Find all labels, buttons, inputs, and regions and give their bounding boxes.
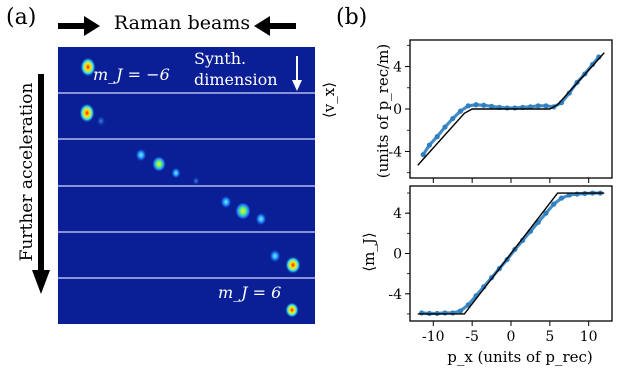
plot-2-data-point [457,308,464,314]
plot-1-data-point [566,90,572,96]
plot-2-ytick-label: 4 [393,206,402,222]
plot-1-data-point [442,124,448,130]
plot-1-data-point [543,103,549,109]
plot-2-data-point [558,195,565,201]
plot-1-theory-line [417,52,605,166]
acceleration-arrow [32,74,50,294]
plot-1-ytick-label: 0 [393,102,402,118]
plot-1-data-point [488,103,495,109]
raman-arrow-right [254,16,296,36]
plot-2-data-point [450,310,456,316]
plot-1-data-point [527,104,534,110]
plot-1-data-point [450,115,456,122]
plot-2-ytick-label: -4 [388,287,402,303]
plot-2-xtick-label: -5 [465,329,479,345]
plot-1-data-point [504,105,510,111]
plot-2-xtick-label: -10 [422,329,445,345]
x-axis-label: p_x (units of p_rec) [447,348,593,366]
plot-2-xtick-label: 0 [507,329,516,345]
plot-1-data-point [512,105,518,111]
synth-dimension-label-line2: dimension [194,70,278,89]
panel-a-label: (a) [6,5,37,30]
plot-1-data-point [465,103,471,109]
panel-a-figure [32,16,315,324]
plot-1-ytick-label: -4 [388,144,402,160]
plot-1-data-point [473,102,479,108]
plot-1-data-point [434,134,440,140]
plot-2-data-point [543,210,549,216]
plot-2-ytick-label: 0 [393,247,402,263]
plot-1-data-point [420,152,426,158]
plot-1-data-trace [421,55,601,156]
plot-2-xtick-label: 10 [580,329,598,345]
plot-2-data-point [419,310,425,316]
mj-plus6-label: m_J = 6 [218,283,282,302]
plot-2-theory-line [417,192,605,315]
plot-1-data-point [535,103,541,109]
plot-2-data-point [442,310,448,316]
mj-minus6-label: m_J = −6 [93,65,170,84]
raman-arrow-left [58,16,100,36]
plot-1-ytick-label: 4 [393,60,402,76]
plot-1-data-point [589,61,596,68]
plot-1-data-point [481,102,487,108]
absorption-image [58,47,315,324]
synth-dimension-label-line1: Synth. [194,49,247,68]
panel-b-label: (b) [336,5,368,30]
plot-1-data-point [426,142,433,148]
plot-2-xtick-label: 5 [545,329,554,345]
plot-2-data-point [551,201,557,207]
plot-2-data-point [566,192,572,198]
plot-1-data-point [457,108,464,114]
raman-beams-label: Raman beams [113,12,251,34]
plot-2-data-point [574,191,580,197]
